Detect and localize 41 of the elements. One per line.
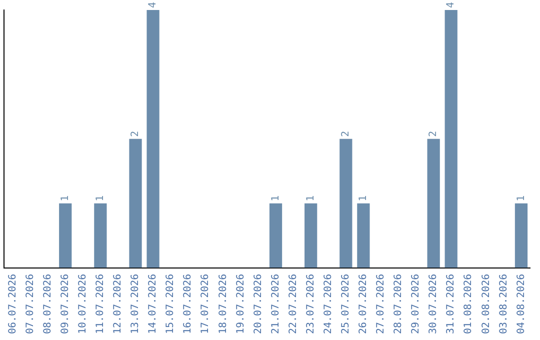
data-label: 4 [148, 2, 159, 8]
x-tick-label: 31.07.2026 [446, 274, 457, 334]
x-tick-label: 01.08.2026 [463, 274, 474, 334]
x-tick-label: 13.07.2026 [130, 274, 142, 334]
x-tick-label: 03.08.2026 [498, 274, 510, 334]
data-label: 1 [305, 195, 316, 202]
x-tick-label: 18.07.2026 [218, 274, 229, 334]
x-tick-label: 23.07.2026 [305, 274, 316, 334]
x-tick-label: 08.07.2026 [42, 274, 54, 334]
x-tick-label: 27.07.2026 [376, 274, 387, 334]
x-tick-label: 12.07.2026 [112, 274, 124, 334]
data-label: 1 [95, 195, 106, 202]
x-tick-label: 16.07.2026 [182, 274, 194, 334]
x-tick-label: 17.07.2026 [200, 274, 212, 334]
x-tick-label: 07.07.2026 [24, 274, 36, 334]
x-tick-label: 04.08.2026 [516, 274, 527, 334]
x-tick-label: 11.07.2026 [95, 274, 106, 334]
data-label: 2 [340, 130, 352, 137]
x-tick-label: 28.07.2026 [393, 274, 404, 334]
x-tick-label: 21.07.2026 [270, 274, 282, 334]
x-tick-label: 06.07.2026 [7, 274, 18, 334]
data-label: 1 [270, 195, 282, 202]
x-tick-label: 14.07.2026 [148, 274, 159, 334]
x-tick-label: 15.07.2026 [165, 274, 176, 334]
x-tick-label: 22.07.2026 [288, 274, 299, 334]
data-label: 1 [516, 195, 527, 202]
x-tick-label: 10.07.2026 [77, 274, 88, 334]
data-label: 4 [446, 2, 457, 8]
x-tick-label: 30.07.2026 [428, 274, 440, 334]
x-tick-label: 29.07.2026 [410, 274, 422, 334]
x-tick-label: 20.07.2026 [252, 274, 264, 334]
x-tick-label: 09.07.2026 [60, 274, 71, 334]
x-tick-label: 26.07.2026 [358, 274, 370, 334]
x-tick-label: 25.07.2026 [340, 274, 352, 334]
x-tick-label: 24.07.2026 [322, 274, 334, 334]
x-tick-label: 19.07.2026 [235, 274, 246, 334]
data-label: 1 [358, 195, 370, 202]
data-label: 2 [428, 130, 440, 137]
data-label: 1 [60, 195, 71, 202]
data-label: 2 [130, 130, 142, 137]
x-tick-label: 02.08.2026 [480, 274, 492, 334]
